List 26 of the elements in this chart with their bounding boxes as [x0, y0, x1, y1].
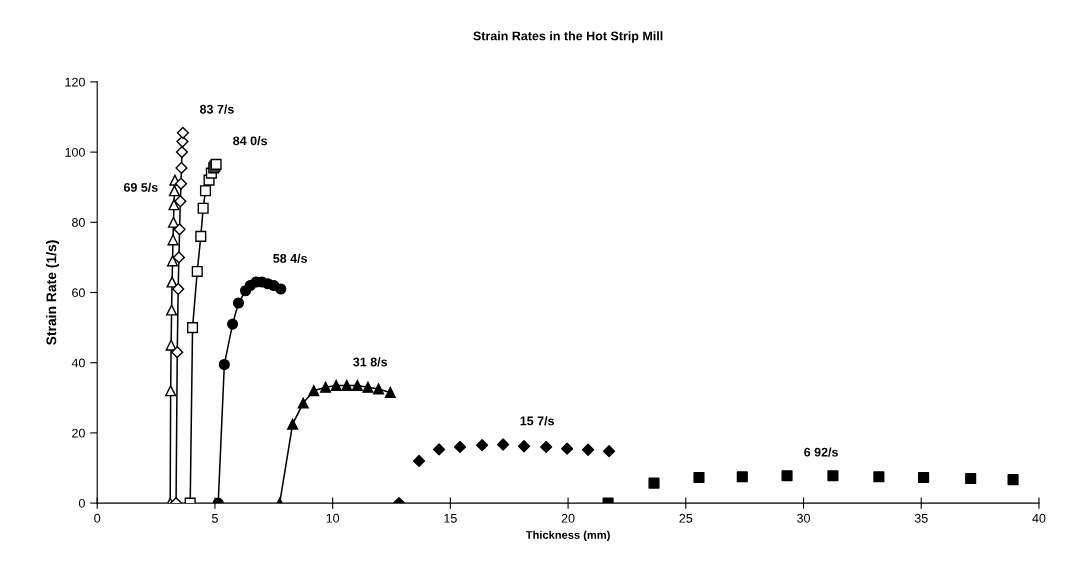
x-tick-label: 15 — [444, 513, 457, 523]
x-tick-label: 25 — [679, 513, 693, 523]
series-label: 15 7/s — [520, 416, 555, 426]
y-tick-label: 60 — [72, 288, 85, 298]
y-tick-label: 40 — [71, 358, 85, 368]
chart-title: Strain Rates in the Hot Strip Mill — [473, 31, 663, 43]
series-label: 58 4/s — [273, 253, 308, 263]
y-tick-label: 100 — [65, 147, 85, 157]
x-tick-label: 35 — [914, 513, 928, 523]
series-label: 83 7/s — [199, 104, 234, 114]
series-label: 6 92/s — [804, 447, 838, 457]
x-axis-title: Thickness (mm) — [525, 530, 610, 542]
x-tick-label: 0 — [94, 513, 101, 523]
series-label: 31 8/s — [353, 357, 388, 367]
y-tick-label: 20 — [72, 428, 85, 438]
x-tick-label: 10 — [326, 513, 340, 523]
series-label: 84 0/s — [233, 136, 267, 146]
x-tick-label: 5 — [211, 513, 218, 523]
y-tick-label: 80 — [72, 218, 85, 227]
y-tick-label: 120 — [65, 77, 85, 87]
y-axis-title: Strain Rate (1/s) — [46, 240, 59, 345]
y-tick-label: 0 — [78, 498, 85, 508]
series-label: 69 5/s — [123, 182, 158, 192]
x-tick-label: 30 — [797, 513, 810, 523]
x-tick-label: 20 — [561, 513, 575, 523]
x-tick-label: 40 — [1032, 513, 1046, 523]
